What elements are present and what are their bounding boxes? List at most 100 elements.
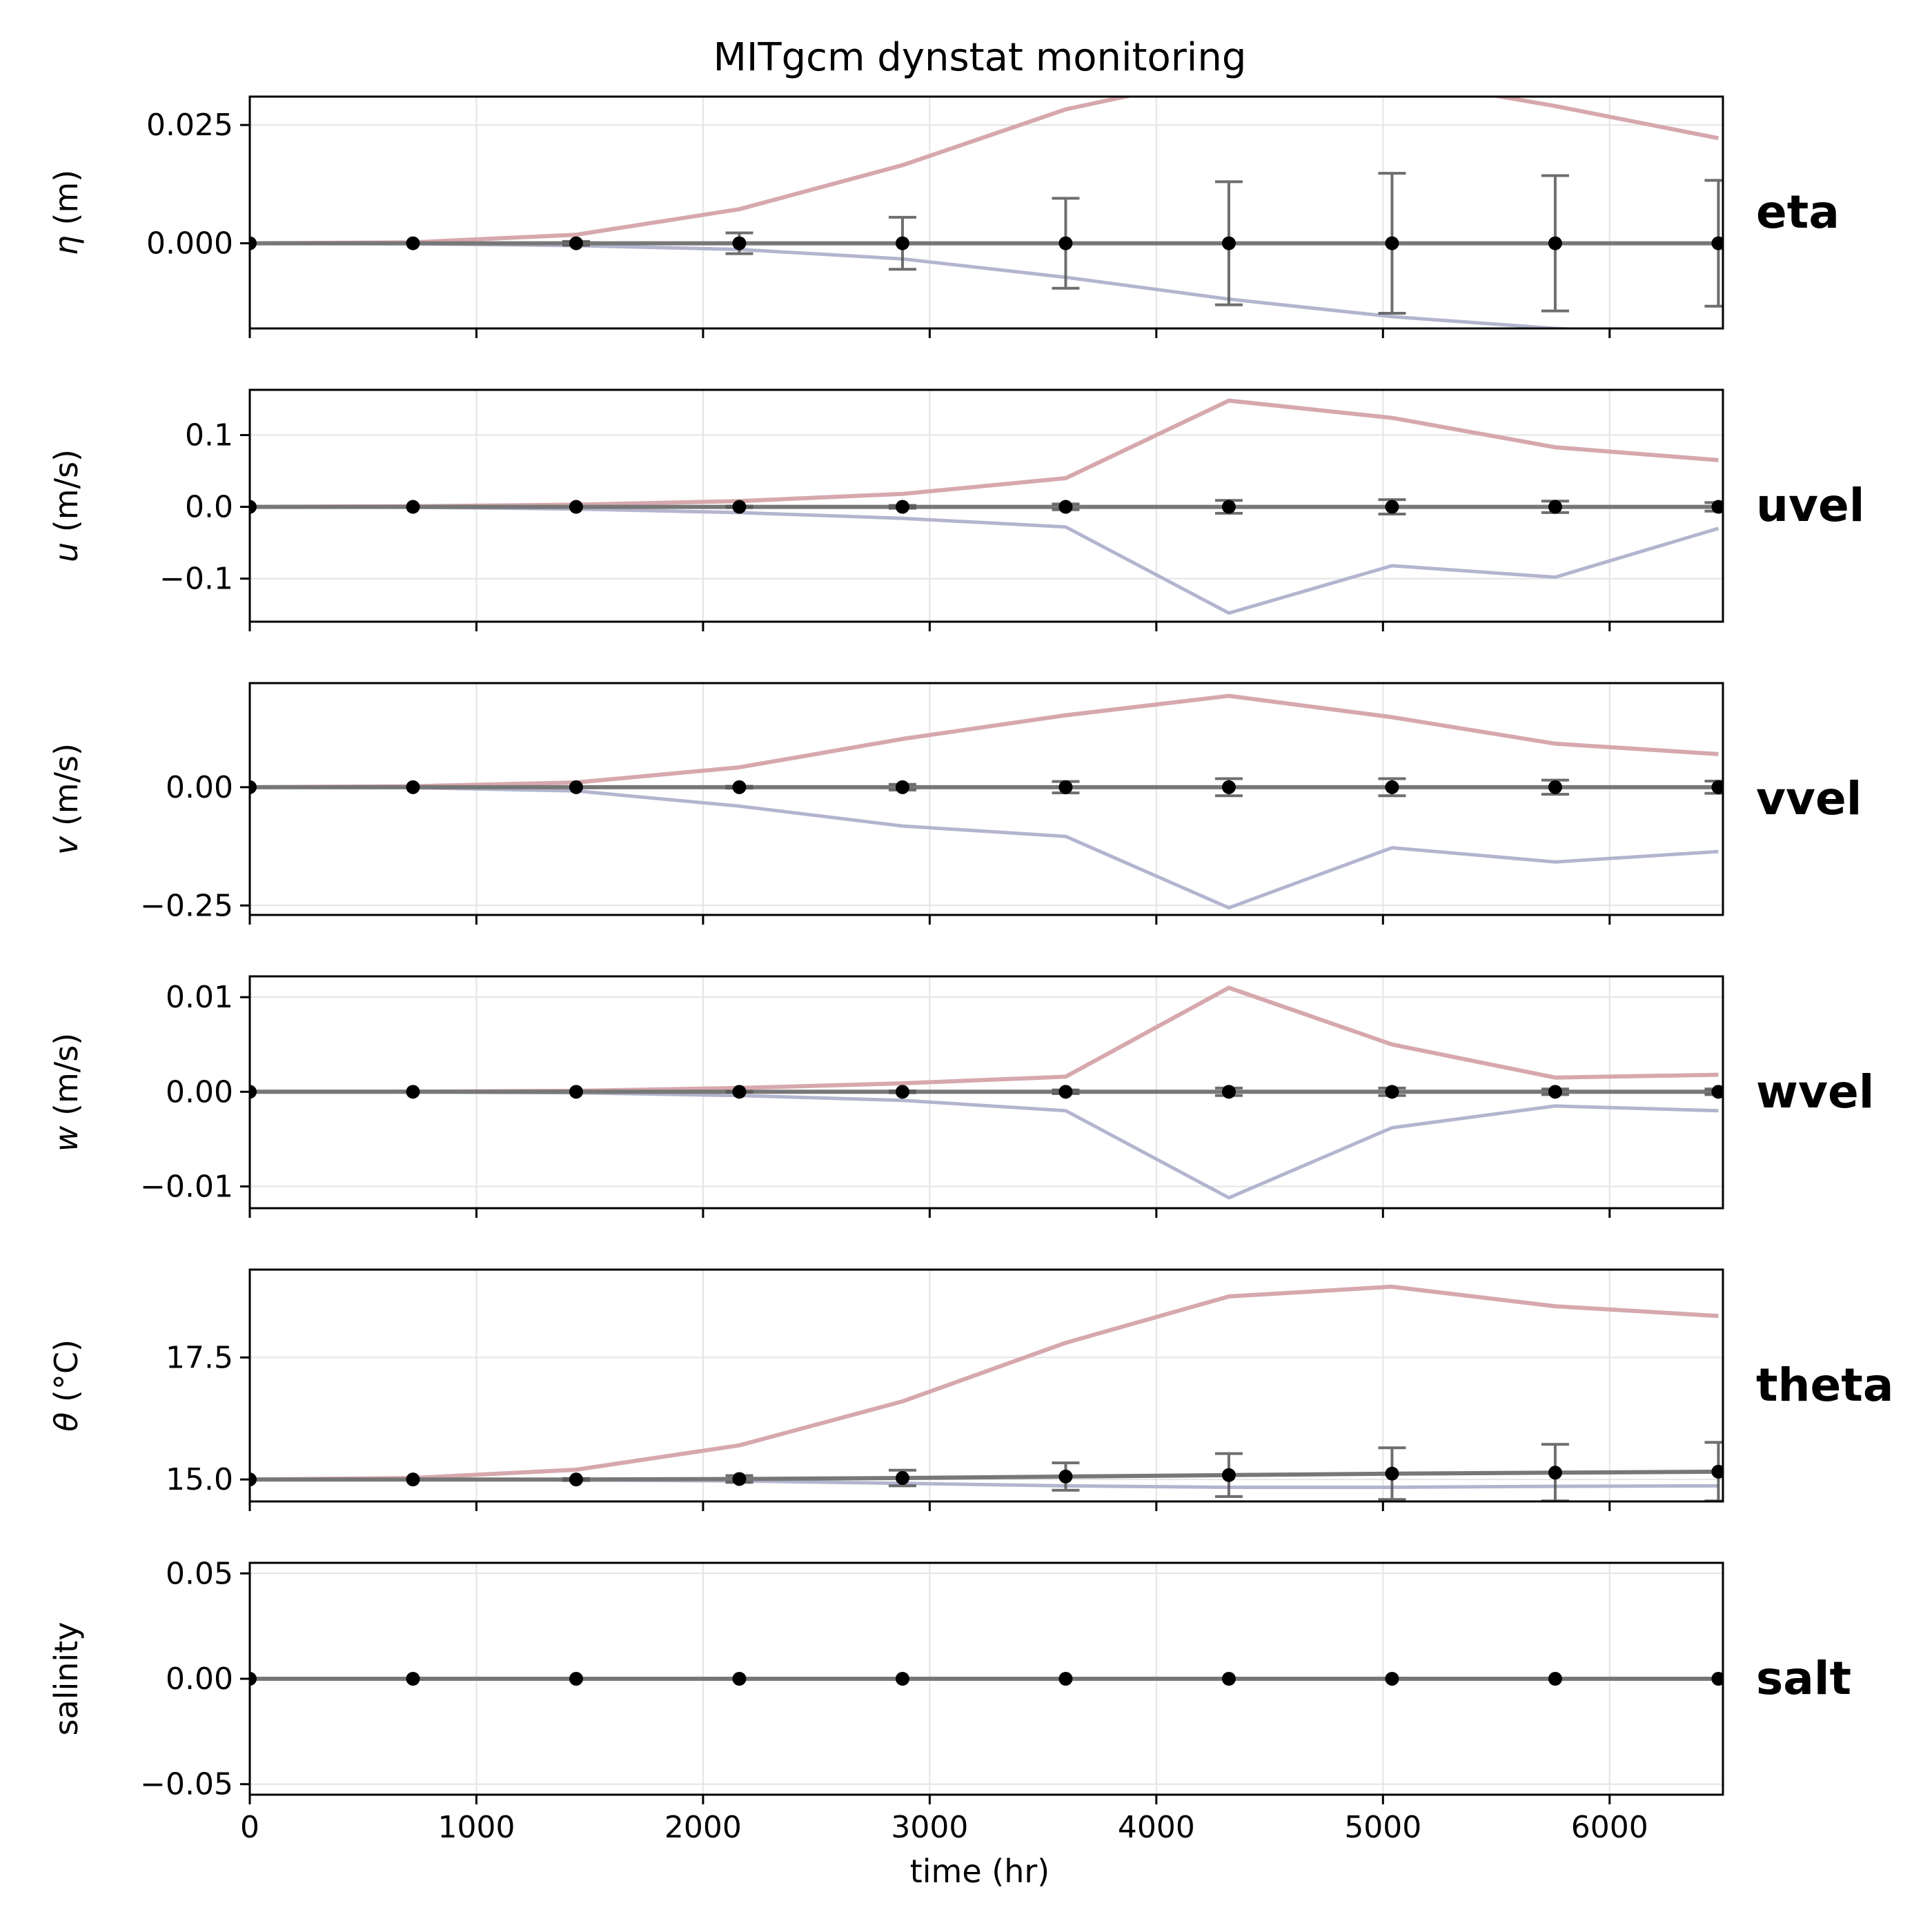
data-point — [1548, 1466, 1562, 1480]
series-max-line — [250, 398, 1719, 509]
series-max-line — [250, 985, 1719, 1094]
data-point — [732, 780, 747, 794]
data-point — [1711, 1672, 1723, 1686]
data-point — [1385, 780, 1399, 794]
data-point — [1058, 236, 1073, 250]
data-point — [1548, 500, 1562, 514]
data-point — [732, 236, 747, 250]
variable-name-wvel: wvel — [1756, 1065, 1874, 1118]
data-point — [895, 1085, 909, 1099]
data-point — [1711, 500, 1723, 514]
y-tick-label: 0.1 — [185, 418, 233, 453]
variable-name-theta: theta — [1756, 1359, 1893, 1412]
y-axis-symbol: η — [48, 235, 85, 255]
plot-area-uvel — [250, 398, 1723, 615]
data-point — [1385, 1466, 1399, 1481]
x-tick-label: 1000 — [437, 1810, 515, 1845]
grid-vvel — [249, 683, 1723, 915]
y-axis-label-vvel: v (m/s) — [48, 743, 85, 855]
x-tick-label: 5000 — [1344, 1810, 1421, 1845]
y-axis-unit: (m) — [48, 170, 85, 235]
variable-name-eta: eta — [1756, 186, 1840, 239]
data-point — [895, 780, 909, 794]
y-axis-unit: (m/s) — [48, 743, 85, 836]
data-point — [1221, 236, 1236, 250]
panel-theta: 15.0 17.5 θ (°C) theta — [48, 1268, 1893, 1511]
panel-vvel: −0.25 0.00 v (m/s) vvel — [48, 682, 1862, 925]
data-point — [250, 1472, 257, 1487]
data-point — [569, 1672, 583, 1686]
plot-area-wvel — [250, 985, 1723, 1200]
data-point — [1385, 1085, 1399, 1099]
data-point — [1385, 1672, 1399, 1686]
series-min-line — [250, 505, 1719, 615]
y-axis-label-eta: η (m) — [48, 170, 85, 255]
data-point — [250, 1672, 257, 1686]
y-tick-label: 0.00 — [166, 1074, 233, 1110]
y-axis-symbol: v — [48, 836, 85, 855]
data-point — [250, 500, 257, 514]
x-tick-label: 4000 — [1118, 1810, 1195, 1845]
axes-frame — [248, 95, 1724, 330]
data-point — [406, 500, 420, 514]
data-point — [569, 236, 583, 250]
y-tick-label: −0.1 — [159, 562, 233, 597]
y-tick-label: 0.0 — [185, 490, 233, 525]
data-point — [406, 1472, 420, 1487]
data-point — [1711, 780, 1723, 794]
data-point — [1058, 1672, 1073, 1686]
data-point — [1711, 1464, 1723, 1479]
panel-uvel: −0.1 0.0 0.1 u (m/s) uvel — [48, 388, 1864, 631]
series-min-line — [250, 241, 1595, 328]
y-tick-label: 0.00 — [166, 770, 233, 805]
panel-eta: 0.000 0.025 η (m) eta — [48, 95, 1840, 338]
data-point — [1385, 236, 1399, 250]
y-axis-unit: salinity — [48, 1622, 85, 1736]
plot-area-salt — [250, 1672, 1723, 1686]
x-tick-label: 2000 — [664, 1810, 742, 1845]
grid-eta — [249, 97, 1723, 328]
y-tick-label: −0.25 — [140, 888, 233, 923]
y-tick-label: 0.000 — [146, 226, 233, 262]
y-tick-label: −0.01 — [140, 1169, 233, 1204]
data-point — [895, 1672, 909, 1686]
y-axis-label-wvel: w (m/s) — [48, 1033, 85, 1152]
plot-area-theta — [250, 1284, 1723, 1501]
data-point — [732, 500, 747, 514]
axes-frame — [248, 388, 1724, 623]
x-tick-label: 3000 — [891, 1810, 968, 1845]
y-tick-label: 17.5 — [166, 1340, 233, 1375]
data-point — [1221, 780, 1236, 794]
data-point — [1385, 500, 1399, 514]
grid-theta — [249, 1270, 1723, 1501]
series-max-line — [250, 693, 1719, 789]
plot-area-eta — [250, 97, 1723, 328]
data-point — [250, 236, 257, 250]
data-point — [250, 1085, 257, 1099]
y-axis-label-salt: salinity — [48, 1622, 85, 1736]
series-max-line — [250, 97, 1719, 246]
x-tick-label: 6000 — [1571, 1810, 1648, 1845]
data-point — [569, 780, 583, 794]
data-point — [895, 1471, 909, 1486]
data-point — [1058, 1469, 1073, 1483]
data-point — [1058, 780, 1073, 794]
data-point — [1711, 236, 1723, 250]
data-point — [732, 1472, 747, 1486]
data-point — [1221, 1085, 1236, 1099]
data-point — [732, 1085, 747, 1099]
y-tick-label: 0.00 — [166, 1662, 233, 1697]
y-tick-label: −0.05 — [140, 1767, 233, 1802]
data-point — [406, 1085, 420, 1099]
panel-salt: −0.05 0.00 0.05 0 1000 2000 3000 4000 5000 6000 sa… — [48, 1556, 1851, 1845]
data-point — [1221, 1672, 1236, 1686]
variable-name-salt: salt — [1756, 1652, 1851, 1705]
series-mean-line — [250, 1469, 1719, 1482]
data-point — [569, 1085, 583, 1099]
y-axis-unit: (m/s) — [48, 449, 85, 542]
axes-frame — [248, 1268, 1724, 1503]
y-axis-label-uvel: u (m/s) — [48, 449, 85, 562]
panel-wvel: −0.01 0.00 0.01 w (m/s) wvel — [48, 975, 1874, 1218]
series-min-line — [250, 1090, 1719, 1200]
